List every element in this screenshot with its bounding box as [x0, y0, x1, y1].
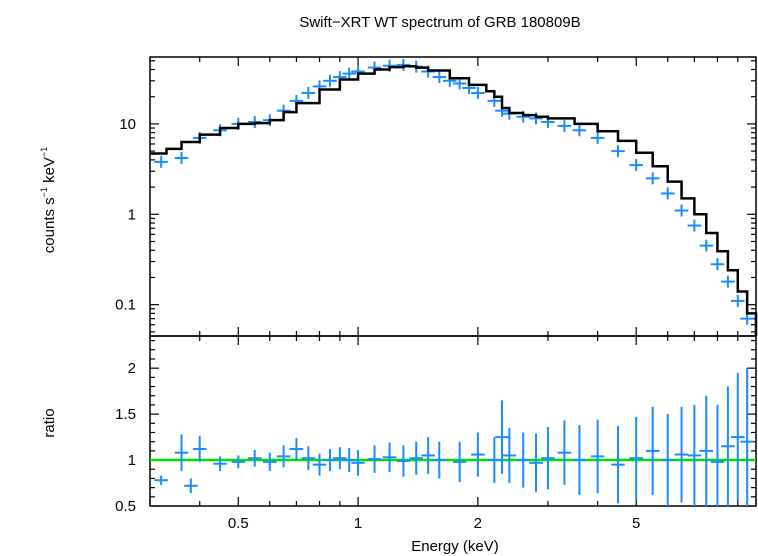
ratio-data-point: [192, 436, 207, 462]
spectrum-ylabel: counts s−1 keV−1: [39, 147, 58, 253]
ratio-data-point: [421, 437, 435, 474]
ratio-data-point: [301, 446, 316, 471]
ratio-data-point: [572, 425, 587, 495]
ratio-data-point: [590, 419, 605, 494]
spectrum-y-tick-label: 1: [128, 206, 136, 223]
spectrum-y-tick-label: 10: [119, 116, 136, 133]
spectrum-data-point: [342, 67, 356, 80]
spectrum-data-point: [660, 187, 675, 200]
ratio-y-tick-label: 2: [128, 360, 136, 377]
ratio-data-point: [323, 449, 337, 472]
ratio-data-point: [721, 386, 735, 506]
ratio-data-point: [247, 449, 262, 467]
x-tick-label: 2: [474, 515, 482, 532]
ratio-data-point: [660, 414, 675, 506]
ratio-data-point: [516, 432, 530, 488]
ratio-data-point: [487, 437, 502, 484]
spectrum-panel: 0.1 1 10: [115, 56, 758, 337]
ratio-y-tick-label: 0.5: [115, 498, 136, 515]
ratio-frame: [149, 335, 757, 507]
ratio-data-point: [367, 445, 382, 473]
spectrum-data-point: [721, 275, 735, 288]
spectrum-data-point: [557, 119, 572, 132]
spectrum-data-point: [432, 71, 447, 84]
ratio-data-point: [502, 427, 517, 484]
spectrum-data-point: [471, 86, 485, 99]
spectrum-ylabel-sup2: −1: [39, 147, 49, 157]
ratio-data-point: [557, 420, 572, 485]
spectrum-data-point: [674, 204, 689, 217]
ratio-panel: 0.5 1 2 5 0.5 1 1.5 2: [115, 335, 757, 532]
chart-title: Swift−XRT WT spectrum of GRB 180809B: [299, 14, 580, 31]
spectrum-data-point: [611, 145, 625, 158]
ratio-data-point: [213, 456, 227, 472]
x-tick-label: 1: [354, 515, 362, 532]
x-axis-label: Energy (keV): [411, 538, 499, 555]
spectrum-model-line: [150, 64, 758, 336]
ratio-data-point: [289, 438, 304, 461]
ratio-data-point: [351, 449, 365, 476]
spectrum-data-point: [687, 219, 702, 232]
ratio-data-point: [382, 442, 397, 472]
ratio-ylabel: ratio: [41, 408, 58, 437]
ratio-data-point: [432, 441, 447, 479]
spectrum-data-point: [572, 124, 587, 137]
ratio-data-point: [409, 441, 423, 475]
x-tick-label: 0.5: [228, 515, 249, 532]
ratio-y-tick-label: 1.5: [115, 406, 136, 423]
ratio-data-point: [312, 453, 327, 476]
ratio-data-point: [184, 478, 198, 494]
ratio-data-point: [710, 404, 725, 506]
ratio-data-point: [611, 426, 625, 504]
ratio-data-point: [263, 452, 277, 472]
ratio-data-point: [452, 441, 467, 483]
x-tick-label: 5: [632, 515, 640, 532]
spectrum-data-point: [710, 258, 725, 271]
ratio-data-point: [699, 395, 714, 506]
ratio-data-point: [740, 368, 754, 506]
ratio-data-point: [471, 432, 485, 477]
spectrum-ylabel-mid: keV: [41, 157, 58, 187]
ratio-data-point: [396, 445, 411, 477]
ratio-data-point: [333, 447, 347, 470]
ratio-data-point: [276, 445, 291, 468]
spectrum-data-point: [731, 294, 745, 307]
spectrum-data-point: [645, 172, 660, 185]
ratio-data-point: [541, 426, 555, 490]
spectrum-data-point: [323, 74, 337, 87]
ratio-data-point: [154, 475, 168, 485]
spectrum-data-point: [154, 155, 168, 168]
ratio-data-point: [529, 433, 543, 493]
spectrum-data-point: [301, 86, 316, 99]
spectrum-ylabel-sup1: −1: [39, 187, 49, 197]
spectrum-y-tick-label: 0.1: [115, 297, 136, 314]
spectrum-data-point: [174, 151, 189, 164]
spectrum-data-point: [629, 159, 643, 172]
spectrum-ylabel-base: counts s: [41, 197, 58, 253]
ratio-data-point: [645, 406, 660, 495]
ratio-data-point: [731, 372, 745, 502]
ratio-data-point: [674, 406, 689, 503]
ratio-data-point: [629, 416, 643, 500]
ratio-y-tick-label: 1: [128, 452, 136, 469]
ratio-data-point: [342, 448, 356, 472]
ratio-data-point: [495, 400, 509, 474]
ratio-data-point: [231, 455, 246, 469]
spectrum-data-point: [396, 58, 411, 71]
spectrum-data-point: [699, 239, 714, 252]
ratio-data-point: [174, 434, 189, 472]
ratio-data-point: [687, 404, 702, 506]
spectrum-data-point: [590, 131, 605, 144]
